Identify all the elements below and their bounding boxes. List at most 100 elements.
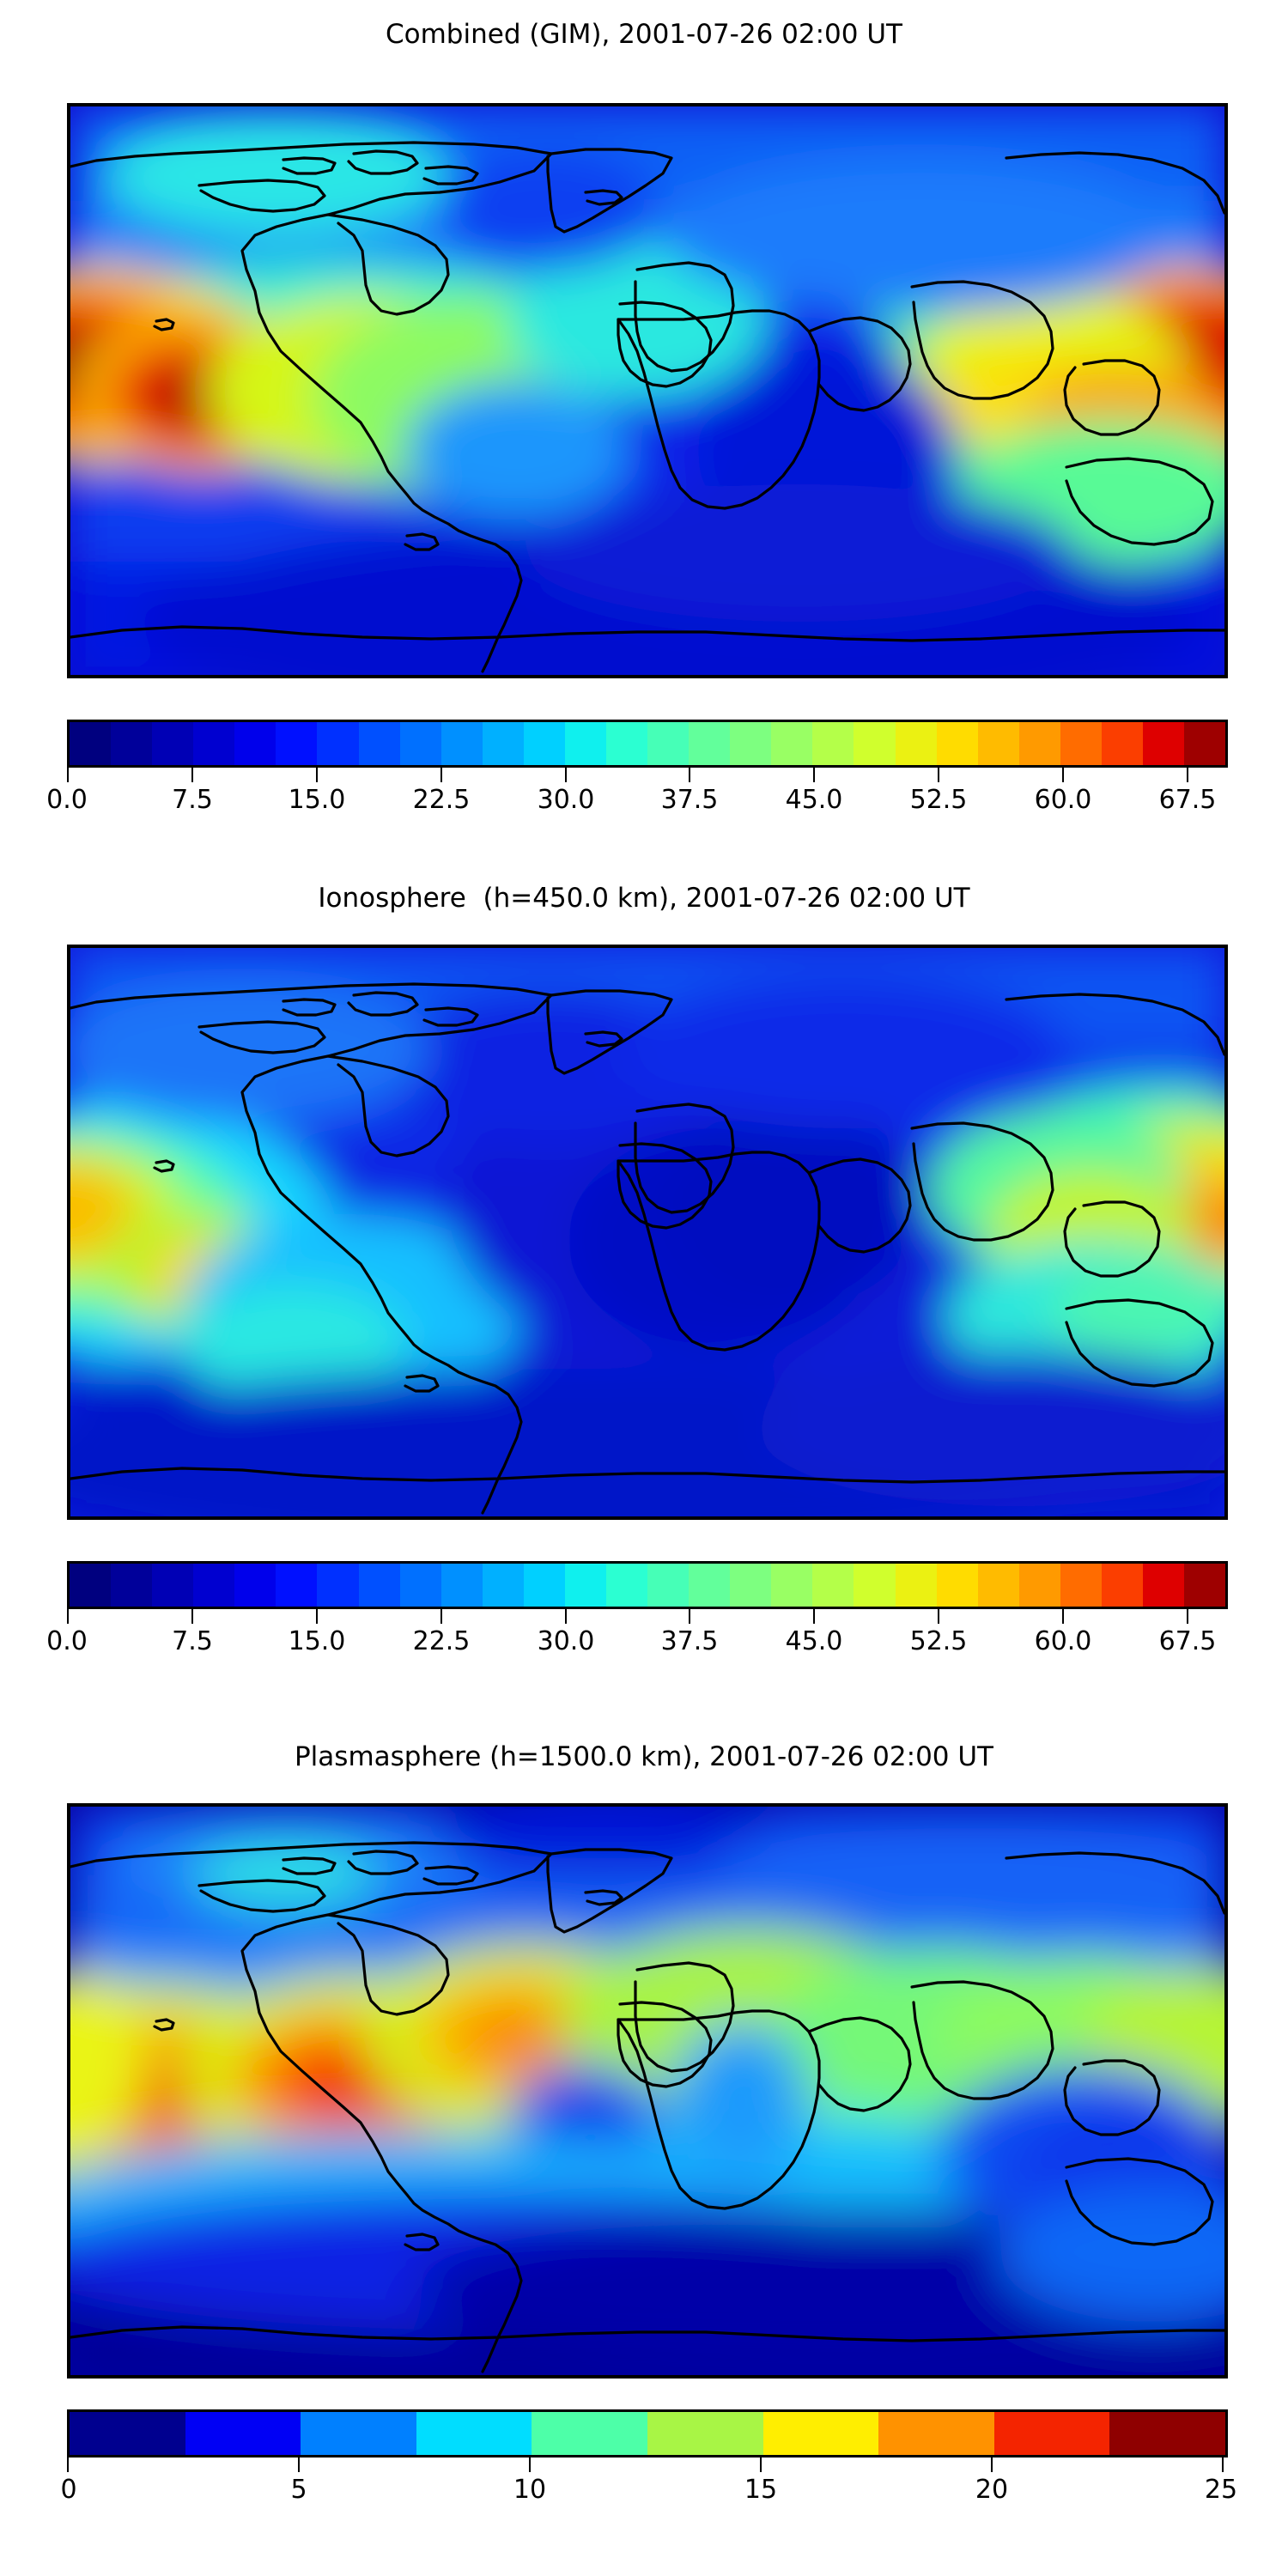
colorbar-tick-label: 15.0 — [288, 785, 346, 815]
colorbar-band — [606, 1564, 648, 1607]
colorbar-band — [689, 722, 731, 765]
colorbar-gradient-plasmasphere — [67, 2409, 1228, 2458]
colorbar-tick-label: 22.5 — [412, 1626, 471, 1656]
colorbar-band — [234, 1564, 276, 1607]
colorbar-band — [416, 2412, 532, 2455]
colorbar-band — [482, 1564, 524, 1607]
panel-title-ionosphere: Ionosphere (h=450.0 km), 2001-07-26 02:0… — [318, 883, 970, 914]
colorbar-tick-label: 22.5 — [412, 785, 471, 815]
colorbar-band — [977, 1564, 1019, 1607]
colorbar-band — [1101, 722, 1144, 765]
colorbar-tick-label: 37.5 — [660, 1626, 719, 1656]
colorbar-tick-label: 45.0 — [785, 785, 843, 815]
colorbar-band — [1184, 722, 1226, 765]
colorbar-ticks-plasmasphere — [67, 2458, 1228, 2475]
colorbar-tick-label: 60.0 — [1034, 1626, 1092, 1656]
colorbar-tick-label: 5 — [290, 2475, 307, 2505]
colorbar-band — [854, 722, 896, 765]
colorbar-tick-label: 30.0 — [537, 1626, 595, 1656]
colorbar-band — [482, 722, 524, 765]
colorbar-tick-label: 30.0 — [537, 785, 595, 815]
colorbar-band — [771, 722, 813, 765]
colorbar-band — [358, 722, 400, 765]
colorbar-band — [936, 722, 978, 765]
colorbar-band — [812, 722, 854, 765]
colorbar-tick-label: 67.5 — [1158, 785, 1217, 815]
panel-plasmasphere: Plasmasphere (h=1500.0 km), 2001-07-26 0… — [0, 1717, 1288, 2576]
colorbar-band — [111, 722, 153, 765]
panel-title-combined-gim: Combined (GIM), 2001-07-26 02:00 UT — [386, 19, 902, 50]
colorbar-tick-label: 15 — [744, 2475, 778, 2505]
colorbar-tick-label: 0.0 — [46, 1626, 88, 1656]
panel-combined-gim: Combined (GIM), 2001-07-26 02:00 UT — [0, 0, 1288, 859]
colorbar-labels-plasmasphere: 0 5 10 15 20 25 — [60, 2475, 1237, 2512]
colorbar-band — [564, 1564, 607, 1607]
colorbar-tick-label: 67.5 — [1158, 1626, 1217, 1656]
colorbar-tick-label: 25 — [1204, 2475, 1238, 2505]
colorbar-band — [1109, 2412, 1225, 2455]
colorbar-tick-label: 0.0 — [46, 785, 88, 815]
colorbar-band — [317, 1564, 359, 1607]
colorbar-band — [399, 1564, 441, 1607]
colorbar-band — [193, 722, 235, 765]
colorbar-tick-label: 52.5 — [909, 785, 968, 815]
colorbar-labels-ionosphere: 0.0 7.5 15.0 22.5 30.0 37.5 45.0 52.5 60… — [46, 1626, 1228, 1664]
colorbar-ticks-ionosphere — [67, 1609, 1228, 1626]
colorbar-band — [70, 722, 112, 765]
map-ionosphere — [67, 945, 1228, 1520]
colorbar-band — [854, 1564, 896, 1607]
colorbar-band — [762, 2412, 879, 2455]
map-combined-gim — [67, 103, 1228, 678]
colorbar-band — [730, 1564, 772, 1607]
panel-title-plasmasphere: Plasmasphere (h=1500.0 km), 2001-07-26 0… — [294, 1741, 993, 1772]
colorbar-band — [301, 2412, 416, 2455]
colorbar-band — [440, 1564, 483, 1607]
colorbar-ionosphere: 0.0 7.5 15.0 22.5 30.0 37.5 45.0 52.5 60… — [46, 1561, 1228, 1664]
colorbar-tick-label: 52.5 — [909, 1626, 968, 1656]
colorbar-band — [730, 722, 772, 765]
colorbar-band — [1143, 1564, 1185, 1607]
colorbar-band — [564, 722, 607, 765]
colorbar-tick-label: 20 — [975, 2475, 1009, 2505]
colorbar-band — [399, 722, 441, 765]
colorbar-band — [523, 1564, 565, 1607]
colorbar-band — [689, 1564, 731, 1607]
colorbar-combined-gim: 0.0 7.5 15.0 22.5 30.0 37.5 45.0 52.5 60… — [46, 720, 1228, 823]
colorbar-tick-label: 37.5 — [660, 785, 719, 815]
colorbar-band — [1184, 1564, 1226, 1607]
colorbar-band — [70, 2412, 185, 2455]
panel-ionosphere: Ionosphere (h=450.0 km), 2001-07-26 02:0… — [0, 859, 1288, 1717]
colorbar-band — [895, 1564, 937, 1607]
colorbar-band — [276, 722, 318, 765]
map-plasmasphere — [67, 1803, 1228, 2379]
map-canvas-plasmasphere — [70, 1807, 1224, 2375]
colorbar-band — [812, 1564, 854, 1607]
colorbar-band — [111, 1564, 153, 1607]
colorbar-tick-label: 7.5 — [172, 1626, 213, 1656]
map-canvas-combined-gim — [70, 106, 1224, 675]
colorbar-band — [878, 2412, 994, 2455]
colorbar-band — [1018, 722, 1060, 765]
colorbar-band — [234, 722, 276, 765]
colorbar-band — [1060, 1564, 1102, 1607]
colorbar-labels-combined-gim: 0.0 7.5 15.0 22.5 30.0 37.5 45.0 52.5 60… — [46, 785, 1228, 823]
colorbar-ticks-combined-gim — [67, 768, 1228, 785]
colorbar-band — [193, 1564, 235, 1607]
colorbar-band — [152, 1564, 194, 1607]
colorbar-band — [1143, 722, 1185, 765]
colorbar-band — [1101, 1564, 1144, 1607]
colorbar-band — [276, 1564, 318, 1607]
colorbar-band — [1060, 722, 1102, 765]
colorbar-band — [185, 2412, 301, 2455]
colorbar-tick-label: 7.5 — [172, 785, 213, 815]
colorbar-tick-label: 60.0 — [1034, 785, 1092, 815]
colorbar-band — [647, 722, 690, 765]
colorbar-gradient-combined-gim — [67, 720, 1228, 768]
colorbar-band — [606, 722, 648, 765]
colorbar-band — [440, 722, 483, 765]
colorbar-tick-label: 0 — [60, 2475, 77, 2505]
colorbar-band — [936, 1564, 978, 1607]
colorbar-band — [317, 722, 359, 765]
colorbar-gradient-ionosphere — [67, 1561, 1228, 1609]
colorbar-band — [358, 1564, 400, 1607]
